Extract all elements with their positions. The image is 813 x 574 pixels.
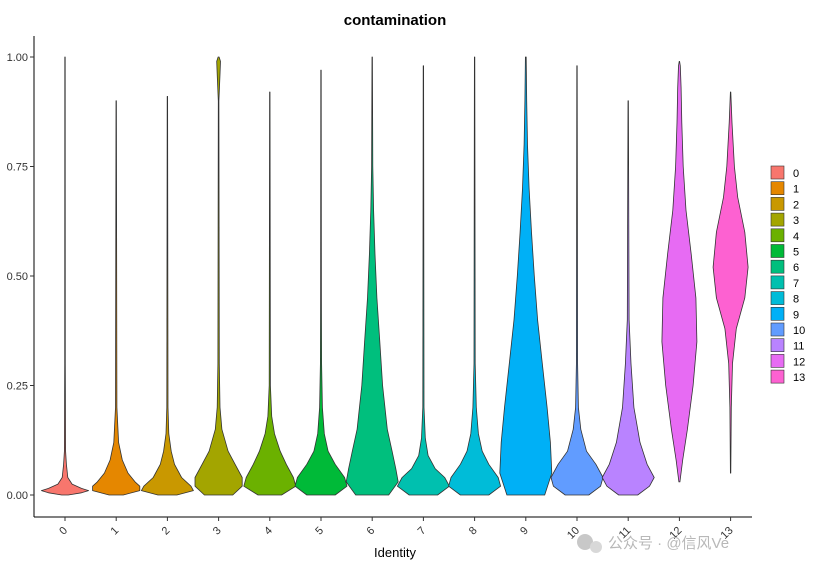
violin-9 <box>499 56 553 496</box>
legend-swatch-11 <box>770 338 785 353</box>
violin-11 <box>601 100 655 496</box>
violin-group <box>41 56 749 496</box>
legend-swatch-1 <box>770 181 785 195</box>
wechat-icon <box>577 534 602 553</box>
y-ticks: 0.00 0.25 0.50 0.75 1.00 <box>7 52 34 502</box>
y-tick-label: 0.75 <box>7 162 28 174</box>
violin-1 <box>92 100 141 496</box>
violin-7 <box>397 65 450 496</box>
violin-5 <box>294 69 348 496</box>
watermark-text: 公众号 · @信风Ve <box>608 535 729 552</box>
violin-2 <box>141 96 194 496</box>
legend-swatch-12 <box>770 354 785 368</box>
legend-label-12: 12 <box>793 356 805 368</box>
legend-swatch-0 <box>770 165 785 180</box>
x-tick-label: 1 <box>109 525 122 538</box>
violin-3 <box>194 56 243 496</box>
legend-label-0: 0 <box>793 168 799 180</box>
y-tick-label: 1.00 <box>7 52 28 64</box>
legend-label-5: 5 <box>793 247 799 259</box>
violin-6 <box>345 56 399 496</box>
legend-label-13: 13 <box>793 372 805 384</box>
legend-label-10: 10 <box>793 325 805 337</box>
legend-label-11: 11 <box>793 341 804 353</box>
x-tick-label: 3 <box>211 525 224 538</box>
x-ticks: 0 1 2 3 4 5 6 7 8 9 10 11 12 13 <box>57 517 736 542</box>
legend-label-3: 3 <box>793 215 799 227</box>
legend-swatch-8 <box>770 291 785 305</box>
x-axis-label: Identity <box>374 545 416 560</box>
violin-10 <box>550 65 604 496</box>
violin-0 <box>41 56 89 496</box>
watermark: 公众号 · @信风Ve <box>577 534 729 553</box>
legend-label-6: 6 <box>793 262 799 274</box>
x-tick-label: 0 <box>57 525 70 538</box>
legend-swatch-2 <box>770 197 785 211</box>
legend-label-1: 1 <box>793 184 799 196</box>
legend-swatch-3 <box>770 212 785 227</box>
y-tick-label: 0.50 <box>7 271 28 283</box>
legend-label-4: 4 <box>793 231 799 243</box>
chart-title: contamination <box>344 12 447 29</box>
x-tick-label: 5 <box>313 525 326 538</box>
violin-8 <box>448 56 501 496</box>
legend-swatch-5 <box>770 244 785 258</box>
x-tick-label: 2 <box>160 525 173 538</box>
x-tick-label: 4 <box>262 525 275 538</box>
legend-swatch-10 <box>770 322 785 337</box>
legend-swatch-13 <box>770 369 785 384</box>
x-tick-label: 7 <box>416 525 429 538</box>
x-tick-label: 9 <box>518 525 531 538</box>
legend-swatch-7 <box>770 275 785 290</box>
violin-12 <box>661 61 698 483</box>
x-tick-label: 6 <box>365 525 378 538</box>
legend-label-7: 7 <box>793 278 799 290</box>
x-tick-label: 8 <box>467 525 480 538</box>
legend-label-8: 8 <box>793 294 799 306</box>
y-tick-label: 0.25 <box>7 381 28 393</box>
violin-4 <box>243 91 297 496</box>
violin-13 <box>712 91 749 474</box>
legend-label-2: 2 <box>793 199 799 211</box>
legend-swatch-9 <box>770 306 785 321</box>
legend-swatch-6 <box>770 259 785 274</box>
axes <box>33 36 752 518</box>
legend-label-9: 9 <box>793 309 799 321</box>
legend-swatch-4 <box>770 228 785 243</box>
y-tick-label: 0.00 <box>7 490 28 502</box>
